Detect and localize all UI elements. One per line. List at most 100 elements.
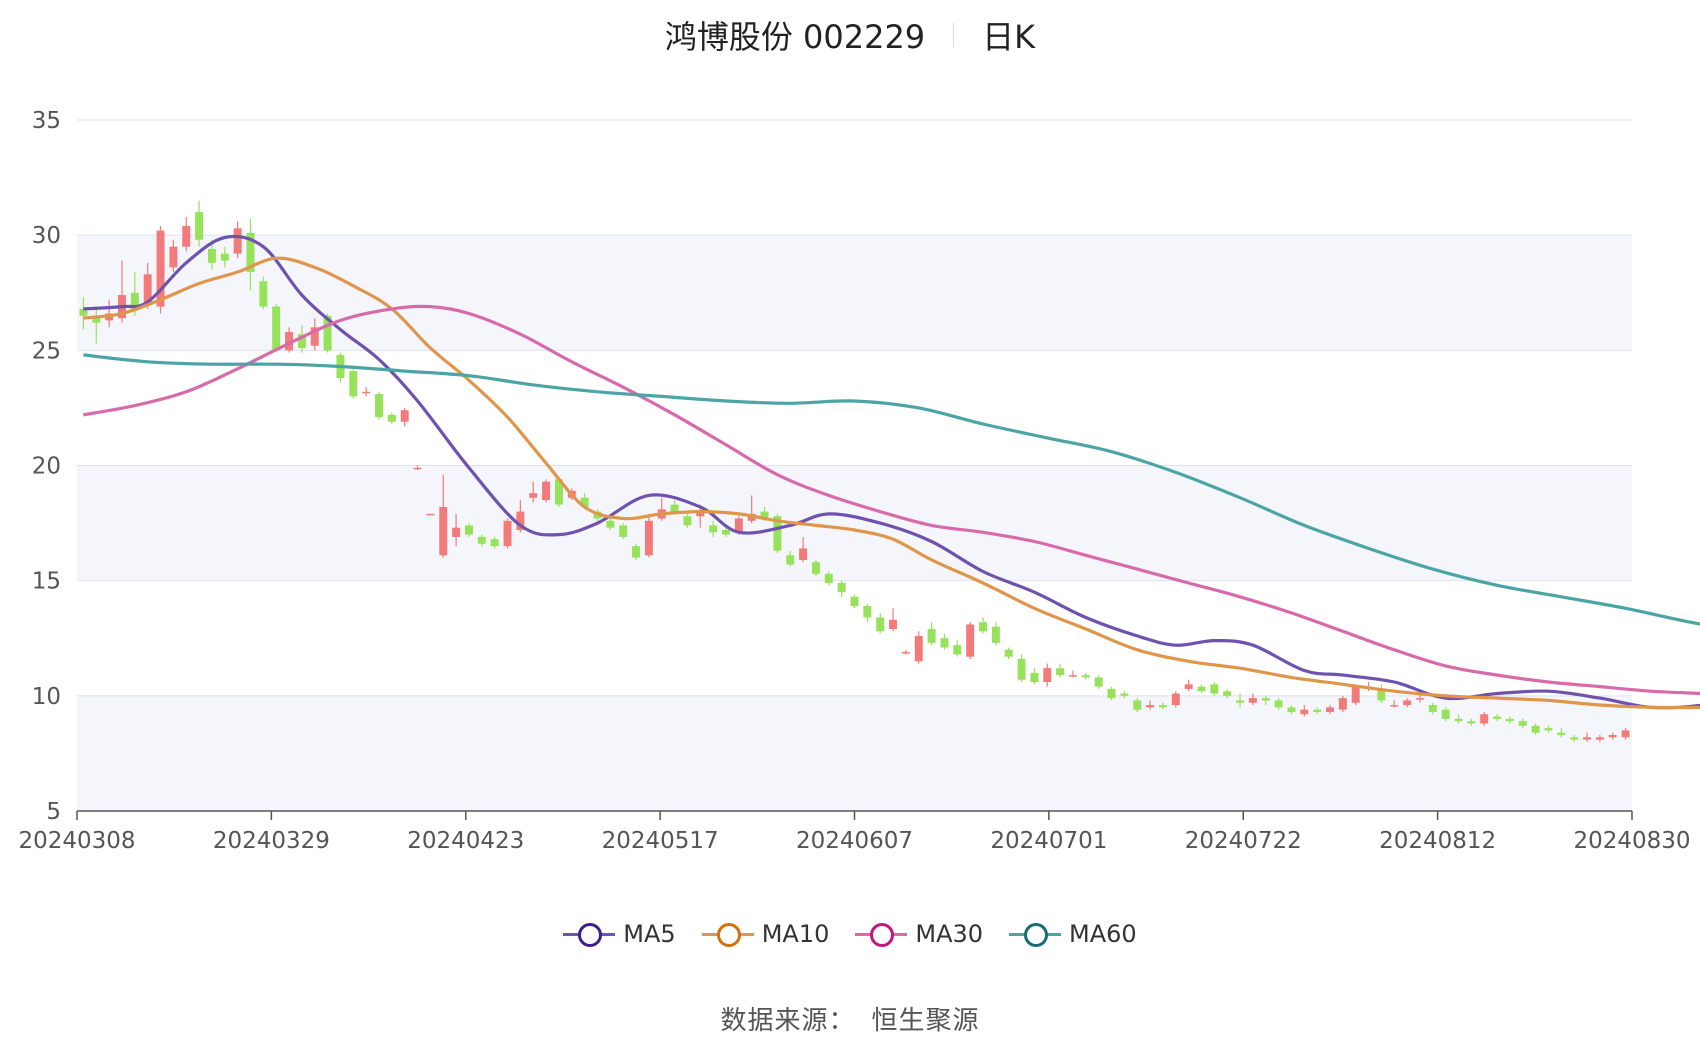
candle-body (966, 624, 975, 657)
legend-item-ma5[interactable]: MA5 (563, 920, 676, 948)
candle-body (362, 391, 371, 394)
candle (799, 536, 808, 563)
candle (889, 608, 898, 632)
candle-body (940, 638, 949, 648)
candle-body (670, 504, 679, 512)
candle-body (143, 274, 152, 305)
candle-body (400, 410, 409, 422)
candle-body (1570, 737, 1579, 740)
x-tick-label: 20240830 (1573, 828, 1690, 854)
candle-body (901, 652, 910, 654)
candle (79, 297, 88, 330)
candle (811, 559, 820, 577)
candle-body (490, 539, 499, 547)
candle (1557, 728, 1566, 738)
candle (1043, 663, 1052, 687)
candle (683, 513, 692, 528)
candle-body (1171, 693, 1180, 706)
legend-item-ma30[interactable]: MA30 (855, 920, 983, 948)
candle (1544, 725, 1553, 733)
ma-line-ma5 (83, 234, 1700, 710)
candle (92, 306, 101, 344)
candle (1531, 723, 1540, 735)
legend-item-ma60[interactable]: MA60 (1009, 920, 1137, 948)
candle-body (1056, 668, 1065, 676)
candle (1595, 734, 1604, 742)
candle (1120, 691, 1129, 699)
candle-body (1146, 705, 1155, 708)
candle-body (1608, 734, 1617, 738)
candle (1326, 705, 1334, 715)
plot-background-bands (77, 235, 1632, 811)
candle (1184, 679, 1193, 692)
candle-body (619, 525, 628, 537)
candle (940, 633, 949, 650)
candle (195, 200, 204, 247)
candle-body (529, 493, 538, 498)
candle-body (1081, 675, 1090, 678)
candle-body (1338, 698, 1347, 710)
grid-lines (77, 119, 1632, 697)
candle (503, 518, 512, 549)
chart-title: 鸿博股份 002229 日K (0, 10, 1700, 60)
candle-body (1158, 705, 1167, 708)
data-source: 数据来源： 恒生聚源 (0, 1000, 1700, 1037)
legend-item-ma10[interactable]: MA10 (701, 920, 829, 948)
candle-body (1441, 709, 1450, 719)
candle-body (272, 306, 281, 351)
y-axis-ticks: 5 10 15 20 25 30 35 (32, 108, 61, 825)
candle (400, 407, 409, 427)
candle-body (503, 520, 512, 547)
candle-body (1210, 684, 1219, 694)
candle (233, 221, 242, 259)
candle (490, 536, 499, 549)
candle (991, 622, 1000, 646)
candle (207, 239, 216, 270)
x-tick-label: 20240812 (1379, 828, 1496, 854)
candle-body (92, 315, 101, 323)
candle (452, 513, 461, 547)
candle-body (1518, 721, 1527, 726)
candle-body (1017, 658, 1026, 680)
candle-body (734, 518, 743, 533)
legend-swatch-ma30 (855, 922, 908, 947)
candle (1107, 686, 1116, 701)
candle-body (1197, 686, 1206, 692)
candle-body (1351, 686, 1360, 703)
candle-body (439, 506, 448, 556)
candle-body (1621, 730, 1630, 738)
candle (1608, 732, 1617, 740)
candle (259, 276, 268, 309)
candle-body (773, 516, 782, 551)
candle-body (349, 371, 358, 397)
candle-body (79, 308, 88, 316)
candle (1390, 700, 1399, 708)
candle-body (824, 573, 833, 583)
candle-body (811, 562, 820, 574)
candle-body (1107, 688, 1116, 699)
candle (850, 594, 859, 609)
candle (182, 216, 191, 252)
legend-swatch-ma10 (701, 922, 754, 947)
candle-body (1274, 700, 1283, 708)
data-source-value: 恒生聚源 (871, 1006, 980, 1036)
legend-label-ma30: MA30 (915, 920, 984, 948)
candle (837, 580, 846, 597)
candle-body (1454, 718, 1463, 722)
candle (1377, 684, 1386, 703)
candle (914, 631, 923, 664)
candle-body (1557, 732, 1566, 735)
y-tick-label: 35 (32, 108, 61, 134)
candle-body (452, 527, 461, 537)
candle-body (1403, 700, 1412, 706)
legend-label-ma5: MA5 (623, 920, 676, 948)
candle-body (464, 525, 473, 535)
y-tick-label: 20 (32, 454, 61, 480)
candle (1441, 707, 1450, 722)
candle (1570, 734, 1579, 742)
candle-body (1287, 707, 1296, 712)
candle-body (644, 520, 653, 556)
candle-body (1223, 691, 1232, 696)
candle-body (1544, 728, 1553, 731)
title-separator (953, 23, 955, 47)
